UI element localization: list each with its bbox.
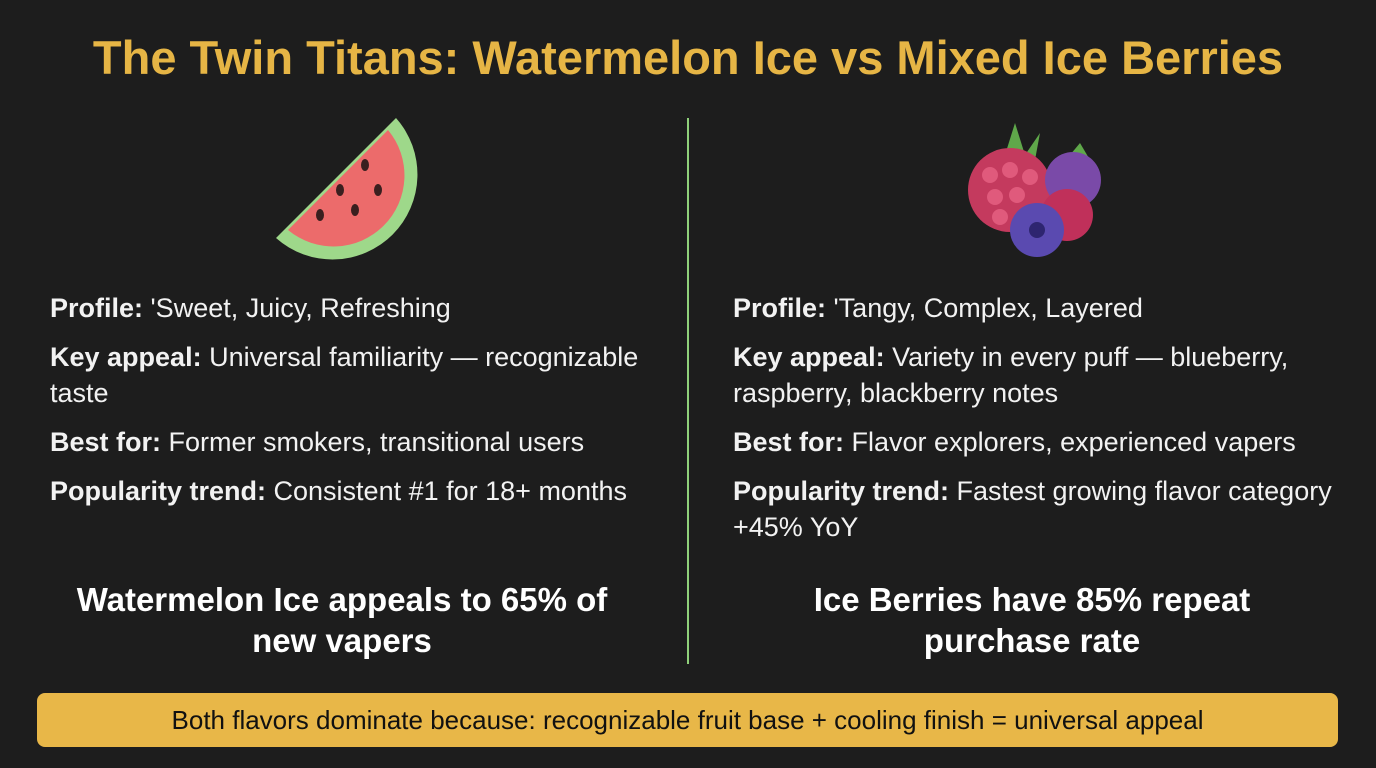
item: Key appeal: Universal familiarity — reco… bbox=[50, 339, 650, 411]
item-label: Popularity trend: bbox=[733, 476, 950, 506]
item-text: Flavor explorers, experienced vapers bbox=[851, 427, 1296, 457]
divider bbox=[687, 118, 689, 664]
item-label: Best for: bbox=[733, 427, 845, 457]
item: Profile: 'Tangy, Complex, Layered bbox=[733, 290, 1358, 326]
item-text: Universal familiarity — recognizable tas… bbox=[50, 342, 639, 408]
item: Best for: Former smokers, transitional u… bbox=[50, 424, 650, 460]
item-label: Key appeal: bbox=[50, 342, 202, 372]
berries-icon bbox=[968, 123, 1101, 257]
item-text: Former smokers, transitional users bbox=[168, 427, 585, 457]
footer-banner: Both flavors dominate because: recogniza… bbox=[37, 693, 1338, 747]
item: Best for: Flavor explorers, experienced … bbox=[733, 424, 1358, 460]
watermelon-icon bbox=[276, 118, 418, 260]
item-label: Profile: bbox=[50, 293, 144, 323]
title: The Twin Titans: Watermelon Ice vs Mixed… bbox=[92, 31, 1284, 84]
item-text: 'Sweet, Juicy, Refreshing bbox=[150, 293, 451, 323]
item-text: Consistent #1 for 18+ months bbox=[273, 476, 627, 506]
item-text: Variety in every puff — blueberry, raspb… bbox=[733, 342, 1289, 408]
item-label: Popularity trend: bbox=[50, 476, 267, 506]
item: Popularity trend: Consistent #1 for 18+ … bbox=[50, 473, 650, 509]
item-label: Profile: bbox=[733, 293, 827, 323]
item: Key appeal: Variety in every puff — blue… bbox=[733, 339, 1358, 411]
highlight: Ice Berries have 85% repeat purchase rat… bbox=[813, 581, 1251, 659]
left-column: Profile: 'Sweet, Juicy, Refreshing Key a… bbox=[50, 290, 650, 522]
item-text: Fastest growing flavor category +45% YoY bbox=[733, 476, 1332, 542]
item-label: Best for: bbox=[50, 427, 162, 457]
right-column: Profile: 'Tangy, Complex, Layered Key ap… bbox=[733, 290, 1358, 558]
item-text: 'Tangy, Complex, Layered bbox=[833, 293, 1143, 323]
highlight: Watermelon Ice appeals to 65% of new vap… bbox=[76, 581, 608, 659]
item-label: Key appeal: bbox=[733, 342, 885, 372]
item: Profile: 'Sweet, Juicy, Refreshing bbox=[50, 290, 650, 326]
item: Popularity trend: Fastest growing flavor… bbox=[733, 473, 1358, 545]
